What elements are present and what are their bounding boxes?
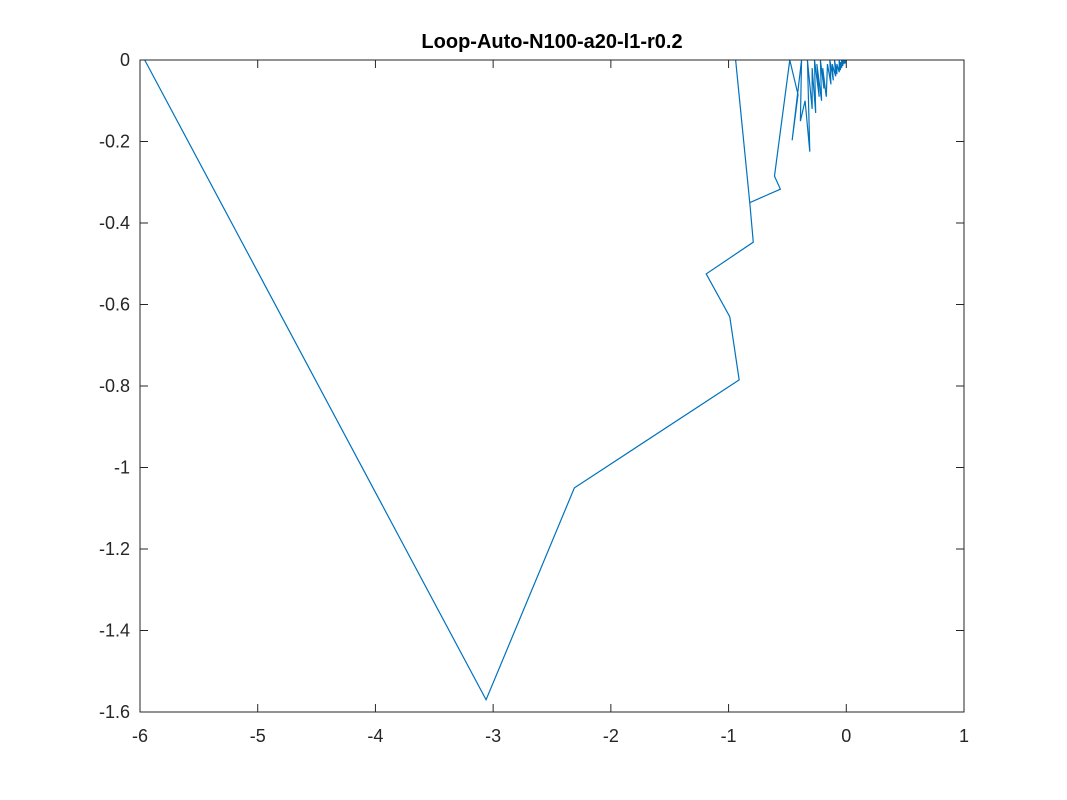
x-tick-label: -6 (132, 726, 148, 746)
y-tick-label: 0 (120, 50, 130, 70)
series-line-1 (144, 59, 847, 702)
x-tick-label: -4 (367, 726, 383, 746)
x-tick-label: -3 (485, 726, 501, 746)
x-tick-label: 1 (959, 726, 969, 746)
y-tick-label: -1.6 (99, 702, 130, 722)
x-tick-label: -1 (721, 726, 737, 746)
plot-background (140, 60, 964, 712)
x-tick-label: -5 (250, 726, 266, 746)
y-tick-label: -1.4 (99, 621, 130, 641)
y-tick-label: -1 (114, 458, 130, 478)
x-tick-label: -2 (603, 726, 619, 746)
chart-title: Loop-Auto-N100-a20-l1-r0.2 (421, 31, 682, 53)
axes-layer: -6 -5 -4 -3 -2 -1 0 1 0 -0.2 -0.4 -0.6 -0.8 -1 -1.2 -1.… (99, 50, 969, 746)
y-tick-label: -1.2 (99, 539, 130, 559)
data-layer (144, 59, 847, 702)
y-tick-label: -0.2 (99, 132, 130, 152)
y-tick-label: -0.4 (99, 213, 130, 233)
x-tick-label: 0 (841, 726, 851, 746)
y-tick-label: -0.6 (99, 295, 130, 315)
y-tick-label: -0.8 (99, 376, 130, 396)
